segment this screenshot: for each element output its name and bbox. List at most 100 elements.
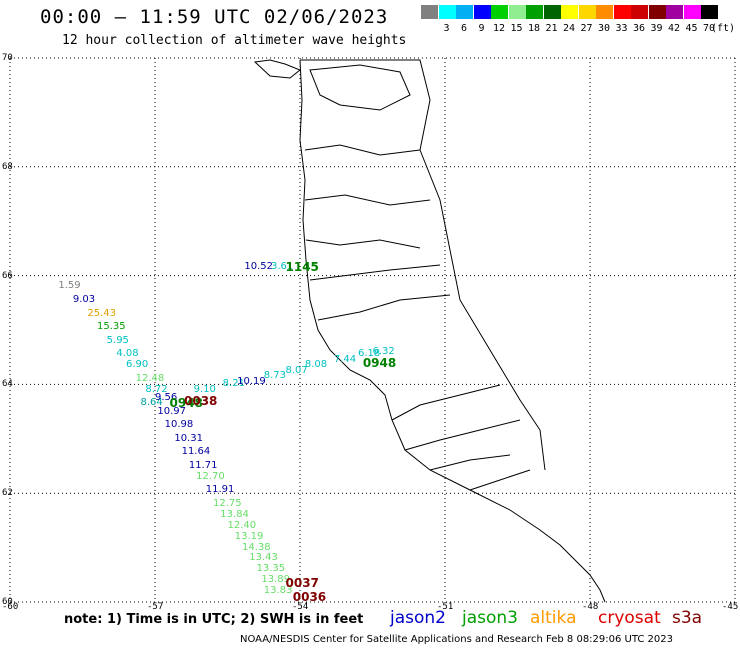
scale-tick-label: 27 (580, 23, 593, 34)
scale-tick-label: 21 (545, 23, 558, 34)
swh-value: 12.70 (196, 470, 225, 482)
color-scale: 3 6 9 12 15 18 21 24 27 30 33 36 39 42 45 70 (421, 5, 731, 38)
pass-time: 0948 (169, 396, 203, 411)
lat-tick-label: 60 (2, 597, 13, 607)
swh-value: 9.03 (72, 294, 96, 306)
scale-tick-label: 12 (492, 23, 506, 34)
scale-swatch (543, 5, 561, 19)
lon-tick-label: -60 (2, 602, 19, 612)
swh-value: 8.07 (285, 364, 308, 376)
swh-value: 11.91 (205, 484, 235, 496)
lat-tick-label: 64 (2, 379, 13, 390)
swh-value: 10.98 (164, 419, 194, 431)
lon-tick-label: -54 (292, 602, 309, 612)
scale-tick-label: 24 (562, 23, 576, 34)
lon-tick-label: -48 (582, 602, 599, 612)
swh-value: 15.35 (97, 321, 126, 333)
lat-tick-label: 70 (2, 53, 13, 63)
footnote: note: 1) Time is in UTC; 2) SWH is in fe… (64, 612, 364, 627)
page-title: 00:00 – 11:59 UTC 02/06/2023 (40, 6, 389, 28)
swh-value: 8.72 (145, 383, 168, 395)
swh-value: 13.83 (263, 585, 293, 597)
swh-value: 13.89 (261, 574, 290, 586)
legend-s3a: s3a (672, 608, 703, 628)
swh-value: 14.38 (242, 541, 271, 553)
pass-time: 0037 (285, 575, 319, 590)
swh-value: 6.32 (372, 345, 395, 357)
swh-value: 12.40 (227, 519, 257, 531)
legend-jason3: jason3 (462, 608, 518, 628)
swh-value: 8.21 (222, 378, 245, 390)
legend-jason2: jason2 (390, 608, 446, 628)
lat-tick-label: 62 (2, 488, 13, 499)
swh-value: 6.18 (358, 348, 381, 360)
scale-swatch (438, 5, 456, 19)
pass-time: 0948 (362, 355, 397, 370)
lon-tick-label: -45 (722, 602, 739, 612)
scale-swatch (508, 5, 526, 19)
swh-value: 8.08 (304, 359, 328, 371)
swh-value: 13.19 (234, 530, 264, 542)
scale-tick-label: 3 (443, 23, 450, 34)
scale-tick-label: 6 (460, 23, 468, 34)
lon-tick-label: -51 (437, 602, 454, 612)
swh-value: 8.64 (140, 397, 163, 409)
scale-swatch (578, 5, 596, 19)
scale-tick-label: 18 (527, 23, 541, 34)
lat-tick-label: 66 (2, 270, 13, 281)
legend-altika: altika (530, 608, 577, 628)
scale-swatch (456, 5, 473, 19)
scale-swatch (561, 5, 578, 19)
scale-tick-label: 15 (510, 23, 523, 34)
swh-value: 6.90 (126, 359, 149, 371)
swh-value: 4.08 (116, 348, 139, 360)
pass-time: 0038 (184, 393, 218, 408)
scale-tick-label: 36 (632, 23, 646, 34)
swh-value: 8.73 (263, 370, 287, 382)
swh-value: 12.75 (213, 498, 242, 510)
swh-value: 11.64 (181, 446, 211, 458)
swh-value: 12.48 (135, 372, 165, 384)
scale-swatch (648, 5, 666, 19)
scale-tick-label: 33 (615, 23, 628, 34)
scale-tick-label: 42 (667, 23, 681, 34)
swh-value: 13.43 (249, 552, 278, 564)
legend-cryosat: cryosat (598, 608, 661, 628)
scale-tick-label: 30 (597, 23, 611, 34)
swh-value: 5.95 (106, 334, 129, 346)
swh-value: 13.35 (256, 563, 286, 575)
swh-value: 10.31 (174, 432, 203, 444)
scale-swatch (473, 5, 491, 19)
lat-tick-label: 68 (2, 161, 13, 172)
scale-swatch (631, 5, 648, 19)
scale-tick-label: 39 (650, 23, 663, 34)
swh-value: 7.44 (333, 353, 357, 365)
pass-time: 0036 (292, 589, 327, 604)
swh-value: 9.56 (155, 392, 178, 403)
scale-swatch (596, 5, 613, 19)
swh-value: 25.43 (87, 307, 116, 319)
lon-tick-label: -57 (147, 602, 164, 612)
scale-tick-label: 45 (685, 23, 698, 34)
graticule (9, 57, 736, 603)
swh-value: 3.61 (271, 261, 294, 273)
credit-line: NOAA/NESDIS Center for Satellite Applica… (240, 634, 673, 645)
scale-swatch (701, 5, 718, 19)
scale-swatch (526, 5, 543, 19)
scale-tick-label: 9 (478, 23, 485, 34)
pass-time: 1145 (285, 260, 319, 275)
scale-swatch (683, 5, 701, 19)
swh-value: 9.10 (193, 383, 216, 395)
scale-tick-label: 70 (702, 23, 716, 34)
swh-value: 10.19 (237, 375, 266, 387)
greenland-coastline (253, 59, 606, 603)
scale-swatch (421, 5, 438, 19)
scale-swatch (666, 5, 683, 19)
page-subtitle: 12 hour collection of altimeter wave hei… (62, 33, 407, 48)
swh-value: 10.52 (244, 261, 274, 273)
scale-units: (ft) (711, 23, 736, 34)
scale-swatch (613, 5, 631, 19)
swh-value: 1.59 (58, 280, 81, 292)
swh-value: 13.84 (220, 508, 249, 520)
